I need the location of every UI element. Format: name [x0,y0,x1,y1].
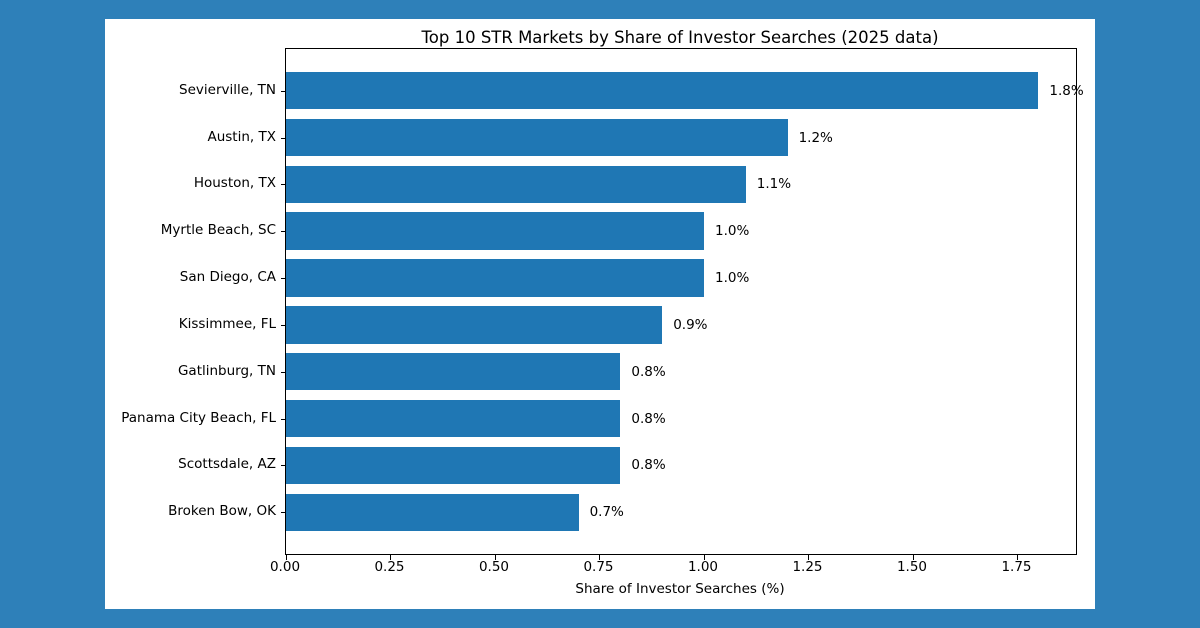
y-tick-label: Broken Bow, OK [168,503,276,520]
bar-value-label: 0.8% [631,363,666,380]
y-tick-mark [281,184,285,186]
y-tick-mark [281,278,285,280]
x-axis-label: Share of Investor Searches (%) [575,581,785,597]
x-tick-mark [286,555,287,560]
y-tick-mark [281,465,285,467]
y-tick-label: Gatlinburg, TN [177,362,276,379]
bar [286,118,788,157]
x-tick-label: 1.50 [896,559,927,575]
x-tick-label: 1.00 [687,559,719,575]
y-tick-mark [281,371,285,373]
x-tick-mark [390,555,392,560]
y-tick-mark [281,324,285,326]
x-axis-tick-labels: 0.00 0.25 0.50 0.75 1.00 1.25 1.50 1.75 [270,559,1075,577]
bar [286,493,579,532]
bar-value-label: 0.9% [673,316,708,333]
y-tick-label: Myrtle Beach, SC [160,222,276,239]
y-tick-label: Scottsdale, AZ [178,456,276,473]
bar-value-label: 0.8% [631,410,666,427]
x-tick-label: 0.25 [374,559,405,575]
bar [286,259,704,297]
y-tick-label: Austin, TX [207,128,276,145]
bar-value-label: 1.0% [714,223,750,240]
y-tick-label: Panama City Beach, FL [121,409,276,426]
x-tick-mark [1017,555,1019,560]
x-tick-label: 0.50 [478,559,510,575]
x-tick-mark [494,555,496,560]
y-tick-label: Houston, TX [193,175,276,192]
y-tick-mark [281,512,285,514]
bar-value-label: 1.0% [714,270,750,287]
bar [286,212,704,250]
bar [286,353,621,391]
y-tick-mark [281,90,285,92]
y-tick-mark [281,418,285,420]
y-tick-mark [281,137,285,139]
x-tick-label: 1.75 [1001,559,1032,575]
bar-value-label: 1.1% [756,176,792,193]
plot-area: 1.8% 1.2% 1.1% 1.0% 1.0% 0.9% 0.8% 0.8% 0.8% 0.7% [281,48,1084,560]
x-tick-label: 0.75 [583,559,614,575]
bar [286,306,663,344]
y-tick-label: San Diego, CA [179,269,276,286]
x-tick-label: 1.25 [792,559,823,575]
bar [286,446,621,485]
bar-value-label: 0.7% [589,504,624,521]
x-tick-mark [599,555,601,560]
x-tick-mark [912,555,914,560]
bar-value-label: 1.2% [798,129,833,146]
bar [286,399,621,438]
chart-card: Top 10 STR Markets by Share of Investor … [105,19,1095,609]
bar-value-label: 0.8% [631,457,666,474]
y-axis-labels: Sevierville, TN Austin, TX Houston, TX Myrt… [105,48,276,553]
x-tick-mark [808,555,810,560]
y-tick-label: Sevierville, TN [179,81,276,98]
chart-title: Top 10 STR Markets by Share of Investor … [421,28,939,47]
bar [286,71,1039,110]
x-tick-label: 0.00 [269,559,301,575]
bar-value-label: 1.8% [1049,82,1084,99]
y-tick-label: Kissimmee, FL [178,315,276,332]
y-tick-mark [281,231,285,233]
bar [286,165,746,204]
x-tick-mark [703,555,705,560]
